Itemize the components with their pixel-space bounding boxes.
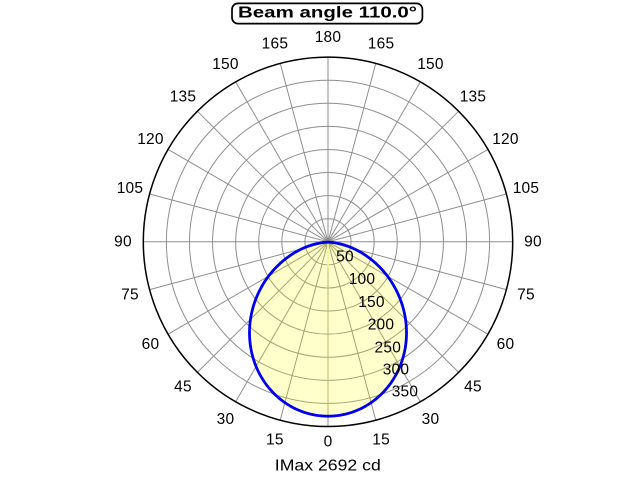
svg-text:135: 135 xyxy=(170,88,197,105)
svg-text:165: 165 xyxy=(262,35,289,52)
svg-text:150: 150 xyxy=(212,56,239,73)
svg-text:0: 0 xyxy=(324,434,333,451)
svg-text:100: 100 xyxy=(349,271,376,288)
svg-text:250: 250 xyxy=(374,339,401,356)
svg-text:IMax 2692 cd: IMax 2692 cd xyxy=(275,457,381,474)
svg-text:90: 90 xyxy=(524,233,542,250)
svg-text:45: 45 xyxy=(174,378,192,395)
svg-text:50: 50 xyxy=(336,249,354,266)
svg-text:15: 15 xyxy=(372,431,390,448)
svg-text:180: 180 xyxy=(315,29,342,46)
svg-text:30: 30 xyxy=(422,411,440,428)
svg-text:30: 30 xyxy=(217,411,235,428)
svg-text:Beam angle 110.0°: Beam angle 110.0° xyxy=(238,4,417,21)
svg-text:135: 135 xyxy=(460,88,487,105)
svg-text:105: 105 xyxy=(117,180,144,197)
svg-text:75: 75 xyxy=(517,286,535,303)
svg-text:150: 150 xyxy=(417,56,444,73)
svg-text:15: 15 xyxy=(266,431,284,448)
svg-text:45: 45 xyxy=(464,378,482,395)
svg-text:120: 120 xyxy=(137,131,164,148)
svg-text:90: 90 xyxy=(114,233,132,250)
svg-text:75: 75 xyxy=(121,286,139,303)
svg-text:120: 120 xyxy=(492,131,519,148)
svg-text:60: 60 xyxy=(497,336,515,353)
svg-text:105: 105 xyxy=(513,180,540,197)
svg-text:60: 60 xyxy=(142,336,160,353)
svg-text:300: 300 xyxy=(383,362,410,379)
svg-text:150: 150 xyxy=(358,294,385,311)
svg-text:165: 165 xyxy=(368,35,395,52)
svg-text:200: 200 xyxy=(368,317,395,334)
svg-text:350: 350 xyxy=(392,384,419,401)
